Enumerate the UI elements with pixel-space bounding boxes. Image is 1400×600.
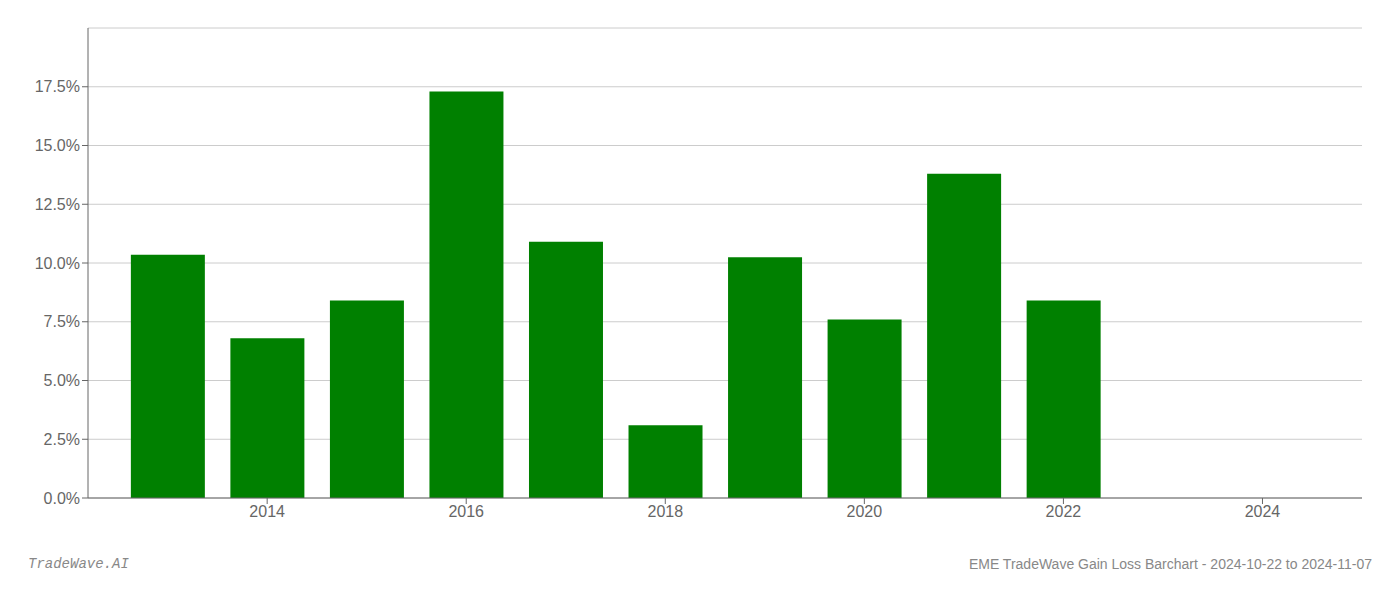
svg-text:2020: 2020 xyxy=(847,503,883,520)
svg-text:10.0%: 10.0% xyxy=(35,255,80,272)
html-text:TradeWave.AI: TradeWave.AI xyxy=(28,556,129,572)
svg-text:2.5%: 2.5% xyxy=(44,431,80,448)
svg-text:2014: 2014 xyxy=(249,503,285,520)
svg-text:12.5%: 12.5% xyxy=(35,196,80,213)
svg-text:7.5%: 7.5% xyxy=(44,313,80,330)
svg-text:5.0%: 5.0% xyxy=(44,372,80,389)
svg-text:2022: 2022 xyxy=(1046,503,1082,520)
html-text:EME TradeWave Gain Loss Barcha: EME TradeWave Gain Loss Barchart - 2024-… xyxy=(968,556,1372,572)
svg-text:2018: 2018 xyxy=(647,503,683,520)
svg-text:2024: 2024 xyxy=(1245,503,1281,520)
svg-text:2016: 2016 xyxy=(448,503,484,520)
svg-text:15.0%: 15.0% xyxy=(35,137,80,154)
svg-text:17.5%: 17.5% xyxy=(35,78,80,95)
svg-text:0.0%: 0.0% xyxy=(44,490,80,507)
